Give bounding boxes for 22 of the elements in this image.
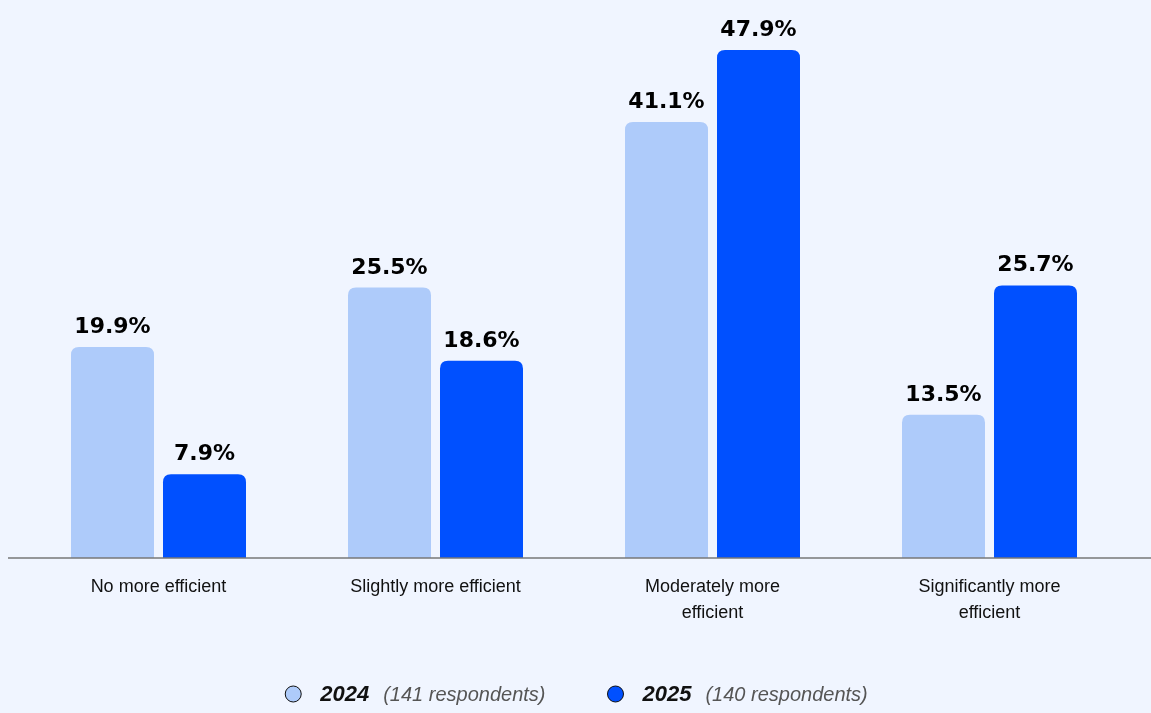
bar	[902, 414, 985, 558]
data-label: 19.9%	[74, 312, 151, 338]
bar	[625, 122, 708, 558]
x-tick-label: No more efficient	[90, 576, 227, 596]
data-label: 18.6%	[443, 326, 520, 352]
legend-label: 2025 (140 respondents)	[641, 681, 868, 706]
x-tick-label: Moderately more efficient	[644, 576, 781, 622]
data-label: 47.9%	[720, 16, 797, 41]
bar	[440, 360, 523, 558]
data-label: 7.9%	[173, 440, 236, 466]
data-label: 41.1%	[628, 88, 705, 114]
bar	[348, 287, 431, 558]
x-tick-label: Slightly more efficient	[350, 576, 521, 596]
bar	[717, 50, 800, 558]
x-tick-label: Significantly more efficient	[918, 576, 1061, 622]
bar	[994, 285, 1077, 558]
bar	[163, 474, 246, 558]
data-label: 25.5%	[351, 253, 428, 279]
legend-label: 2024 (141 respondents)	[319, 681, 546, 706]
data-label: 25.7%	[997, 251, 1074, 277]
bar	[71, 346, 154, 558]
data-label: 13.5%	[905, 380, 982, 406]
